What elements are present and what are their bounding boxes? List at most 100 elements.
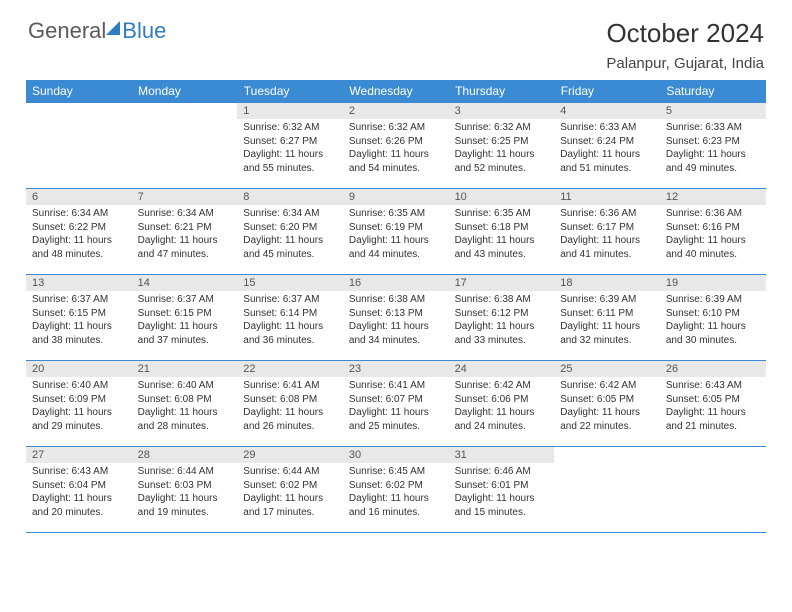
day-number: 13 (26, 275, 132, 291)
calendar-cell: 10Sunrise: 6:35 AMSunset: 6:18 PMDayligh… (449, 189, 555, 275)
calendar-cell: 3Sunrise: 6:32 AMSunset: 6:25 PMDaylight… (449, 103, 555, 189)
day-content: Sunrise: 6:36 AMSunset: 6:17 PMDaylight:… (554, 205, 660, 265)
day-number: 5 (660, 103, 766, 119)
calendar-row: 20Sunrise: 6:40 AMSunset: 6:09 PMDayligh… (26, 361, 766, 447)
day-header: Sunday (26, 80, 132, 103)
day-number: 19 (660, 275, 766, 291)
day-content: Sunrise: 6:32 AMSunset: 6:25 PMDaylight:… (449, 119, 555, 179)
calendar-cell: 26Sunrise: 6:43 AMSunset: 6:05 PMDayligh… (660, 361, 766, 447)
day-content: Sunrise: 6:43 AMSunset: 6:05 PMDaylight:… (660, 377, 766, 437)
day-content: Sunrise: 6:35 AMSunset: 6:18 PMDaylight:… (449, 205, 555, 265)
calendar-cell: 15Sunrise: 6:37 AMSunset: 6:14 PMDayligh… (237, 275, 343, 361)
logo: General Blue (28, 18, 166, 44)
calendar-cell: 4Sunrise: 6:33 AMSunset: 6:24 PMDaylight… (554, 103, 660, 189)
day-number: 3 (449, 103, 555, 119)
day-header: Tuesday (237, 80, 343, 103)
calendar-row: 1Sunrise: 6:32 AMSunset: 6:27 PMDaylight… (26, 103, 766, 189)
day-number: 7 (132, 189, 238, 205)
day-number: 9 (343, 189, 449, 205)
calendar-cell: 5Sunrise: 6:33 AMSunset: 6:23 PMDaylight… (660, 103, 766, 189)
day-number: 29 (237, 447, 343, 463)
day-content: Sunrise: 6:40 AMSunset: 6:08 PMDaylight:… (132, 377, 238, 437)
day-content: Sunrise: 6:36 AMSunset: 6:16 PMDaylight:… (660, 205, 766, 265)
day-number: 21 (132, 361, 238, 377)
calendar-table: SundayMondayTuesdayWednesdayThursdayFrid… (26, 80, 766, 533)
calendar-cell: 9Sunrise: 6:35 AMSunset: 6:19 PMDaylight… (343, 189, 449, 275)
day-content: Sunrise: 6:37 AMSunset: 6:15 PMDaylight:… (26, 291, 132, 351)
day-number: 27 (26, 447, 132, 463)
day-content: Sunrise: 6:32 AMSunset: 6:27 PMDaylight:… (237, 119, 343, 179)
day-content: Sunrise: 6:33 AMSunset: 6:23 PMDaylight:… (660, 119, 766, 179)
calendar-cell: 14Sunrise: 6:37 AMSunset: 6:15 PMDayligh… (132, 275, 238, 361)
day-number: 10 (449, 189, 555, 205)
day-number: 20 (26, 361, 132, 377)
day-content: Sunrise: 6:38 AMSunset: 6:12 PMDaylight:… (449, 291, 555, 351)
calendar-cell: 29Sunrise: 6:44 AMSunset: 6:02 PMDayligh… (237, 447, 343, 533)
day-content: Sunrise: 6:37 AMSunset: 6:15 PMDaylight:… (132, 291, 238, 351)
day-content: Sunrise: 6:42 AMSunset: 6:06 PMDaylight:… (449, 377, 555, 437)
day-number: 24 (449, 361, 555, 377)
day-content: Sunrise: 6:44 AMSunset: 6:02 PMDaylight:… (237, 463, 343, 523)
day-content: Sunrise: 6:34 AMSunset: 6:21 PMDaylight:… (132, 205, 238, 265)
day-number: 23 (343, 361, 449, 377)
day-number: 14 (132, 275, 238, 291)
calendar-cell: 28Sunrise: 6:44 AMSunset: 6:03 PMDayligh… (132, 447, 238, 533)
day-content: Sunrise: 6:40 AMSunset: 6:09 PMDaylight:… (26, 377, 132, 437)
day-number: 4 (554, 103, 660, 119)
day-number: 30 (343, 447, 449, 463)
day-number: 16 (343, 275, 449, 291)
day-number: 22 (237, 361, 343, 377)
day-content: Sunrise: 6:35 AMSunset: 6:19 PMDaylight:… (343, 205, 449, 265)
day-content: Sunrise: 6:41 AMSunset: 6:08 PMDaylight:… (237, 377, 343, 437)
day-content: Sunrise: 6:39 AMSunset: 6:11 PMDaylight:… (554, 291, 660, 351)
triangle-icon (106, 21, 120, 35)
calendar-cell: 22Sunrise: 6:41 AMSunset: 6:08 PMDayligh… (237, 361, 343, 447)
day-header: Wednesday (343, 80, 449, 103)
day-number: 25 (554, 361, 660, 377)
calendar-cell: 18Sunrise: 6:39 AMSunset: 6:11 PMDayligh… (554, 275, 660, 361)
calendar-row: 13Sunrise: 6:37 AMSunset: 6:15 PMDayligh… (26, 275, 766, 361)
day-content: Sunrise: 6:37 AMSunset: 6:14 PMDaylight:… (237, 291, 343, 351)
calendar-cell: 11Sunrise: 6:36 AMSunset: 6:17 PMDayligh… (554, 189, 660, 275)
day-content: Sunrise: 6:44 AMSunset: 6:03 PMDaylight:… (132, 463, 238, 523)
day-content: Sunrise: 6:39 AMSunset: 6:10 PMDaylight:… (660, 291, 766, 351)
header: General Blue October 2024 Palanpur, Guja… (0, 0, 792, 80)
calendar-cell (554, 447, 660, 533)
day-number: 26 (660, 361, 766, 377)
day-number: 18 (554, 275, 660, 291)
calendar-row: 27Sunrise: 6:43 AMSunset: 6:04 PMDayligh… (26, 447, 766, 533)
calendar-cell: 20Sunrise: 6:40 AMSunset: 6:09 PMDayligh… (26, 361, 132, 447)
day-content: Sunrise: 6:33 AMSunset: 6:24 PMDaylight:… (554, 119, 660, 179)
day-content: Sunrise: 6:46 AMSunset: 6:01 PMDaylight:… (449, 463, 555, 523)
logo-text-blue: Blue (122, 18, 166, 44)
day-content: Sunrise: 6:34 AMSunset: 6:22 PMDaylight:… (26, 205, 132, 265)
day-number: 8 (237, 189, 343, 205)
logo-text-general: General (28, 18, 106, 44)
calendar-cell: 16Sunrise: 6:38 AMSunset: 6:13 PMDayligh… (343, 275, 449, 361)
calendar-cell: 25Sunrise: 6:42 AMSunset: 6:05 PMDayligh… (554, 361, 660, 447)
calendar-cell: 24Sunrise: 6:42 AMSunset: 6:06 PMDayligh… (449, 361, 555, 447)
day-content: Sunrise: 6:43 AMSunset: 6:04 PMDaylight:… (26, 463, 132, 523)
day-header: Monday (132, 80, 238, 103)
day-header-row: SundayMondayTuesdayWednesdayThursdayFrid… (26, 80, 766, 103)
day-header: Friday (554, 80, 660, 103)
calendar-cell: 7Sunrise: 6:34 AMSunset: 6:21 PMDaylight… (132, 189, 238, 275)
day-number: 12 (660, 189, 766, 205)
day-header: Thursday (449, 80, 555, 103)
calendar-cell: 12Sunrise: 6:36 AMSunset: 6:16 PMDayligh… (660, 189, 766, 275)
day-content: Sunrise: 6:42 AMSunset: 6:05 PMDaylight:… (554, 377, 660, 437)
day-number: 17 (449, 275, 555, 291)
calendar-cell: 2Sunrise: 6:32 AMSunset: 6:26 PMDaylight… (343, 103, 449, 189)
day-number: 28 (132, 447, 238, 463)
day-header: Saturday (660, 80, 766, 103)
calendar-cell: 27Sunrise: 6:43 AMSunset: 6:04 PMDayligh… (26, 447, 132, 533)
calendar-cell: 31Sunrise: 6:46 AMSunset: 6:01 PMDayligh… (449, 447, 555, 533)
month-title: October 2024 (606, 18, 764, 49)
day-number: 2 (343, 103, 449, 119)
title-block: October 2024 Palanpur, Gujarat, India (606, 18, 764, 72)
day-number: 6 (26, 189, 132, 205)
day-content: Sunrise: 6:38 AMSunset: 6:13 PMDaylight:… (343, 291, 449, 351)
calendar-cell: 8Sunrise: 6:34 AMSunset: 6:20 PMDaylight… (237, 189, 343, 275)
location: Palanpur, Gujarat, India (606, 55, 764, 72)
calendar-cell: 23Sunrise: 6:41 AMSunset: 6:07 PMDayligh… (343, 361, 449, 447)
